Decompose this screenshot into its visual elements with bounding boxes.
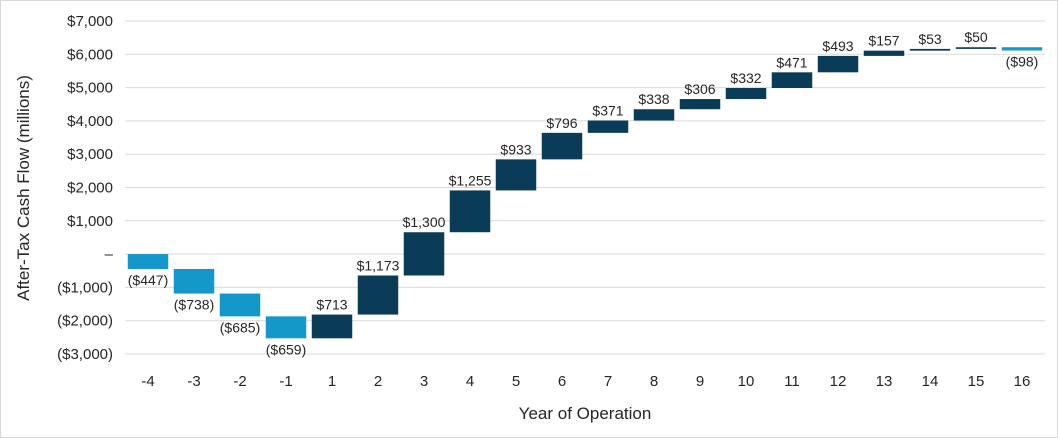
waterfall-bar (173, 268, 215, 294)
data-label: $371 (592, 103, 623, 119)
y-axis-title: After-Tax Cash Flow (millions) (14, 75, 33, 301)
data-label: ($447) (128, 272, 168, 288)
x-tick-label: 11 (784, 373, 800, 390)
x-tick-label: 3 (420, 373, 428, 390)
x-tick-label: -3 (187, 373, 200, 390)
y-tick-label: ($2,000) (57, 313, 113, 330)
data-label: ($685) (220, 319, 260, 335)
x-axis-title: Year of Operation (519, 404, 652, 423)
waterfall-bar (403, 232, 445, 276)
x-tick-label: 2 (374, 373, 382, 390)
data-label: ($738) (174, 297, 214, 313)
data-label: $50 (964, 29, 988, 45)
data-label: $332 (730, 70, 761, 86)
waterfall-bar (311, 314, 353, 339)
y-tick-label: $2,000 (67, 180, 113, 197)
y-tick-label: – (105, 246, 114, 263)
x-tick-label: 4 (466, 373, 474, 390)
x-tick-label: 5 (512, 373, 520, 390)
waterfall-bar (633, 109, 675, 121)
waterfall-bar (357, 275, 399, 315)
data-label: $1,255 (449, 172, 492, 188)
waterfall-bar (265, 316, 307, 339)
data-label: $933 (500, 141, 531, 157)
waterfall-bar (449, 190, 491, 233)
waterfall-bar (771, 72, 813, 88)
x-tick-label: 1 (328, 373, 336, 390)
x-tick-label: -1 (279, 373, 292, 390)
gridlines (125, 20, 1045, 355)
waterfall-bar (219, 293, 261, 317)
y-tick-label: $3,000 (67, 146, 113, 163)
waterfall-bar (1001, 47, 1043, 51)
data-label: $1,300 (403, 214, 446, 230)
x-tick-label: 15 (968, 373, 985, 390)
x-tick-label: 14 (922, 373, 939, 390)
data-label: ($659) (266, 341, 306, 357)
waterfall-bar (587, 120, 629, 133)
y-tick-label: $5,000 (67, 80, 113, 97)
data-label: $1,173 (357, 258, 400, 274)
x-tick-label: 10 (738, 373, 755, 390)
x-tick-label: 12 (830, 373, 847, 390)
x-axis-ticks: -4 -3 -2 -1 1 2 3 4 5 6 7 8 9 10 11 12 13 14 15 16 (141, 373, 1030, 390)
x-tick-label: 13 (876, 373, 893, 390)
waterfall-bar (955, 47, 997, 49)
y-tick-label: $7,000 (67, 13, 113, 30)
waterfall-bar (725, 87, 767, 100)
x-tick-label: 8 (650, 373, 658, 390)
x-tick-label: -2 (233, 373, 246, 390)
y-tick-label: $1,000 (67, 213, 113, 230)
data-label: $306 (684, 81, 715, 97)
x-tick-label: 7 (604, 373, 612, 390)
data-label: $53 (918, 31, 942, 47)
data-label: $796 (546, 115, 577, 131)
data-label: $493 (822, 38, 853, 54)
waterfall-bar (495, 159, 537, 191)
y-tick-label: $6,000 (67, 46, 113, 63)
data-label: $157 (868, 33, 899, 49)
y-tick-label: $4,000 (67, 113, 113, 130)
data-label: $713 (316, 297, 347, 313)
y-tick-label: ($1,000) (57, 279, 113, 296)
data-label: ($98) (1006, 54, 1039, 70)
y-axis-ticks: $7,000 $6,000 $5,000 $4,000 $3,000 $2,000 $1,0… (57, 13, 114, 363)
waterfall-bar (127, 254, 169, 269)
x-tick-label: -4 (141, 373, 154, 390)
waterfall-bar (863, 50, 905, 56)
waterfall-bar (817, 55, 859, 73)
x-tick-label: 16 (1014, 373, 1031, 390)
waterfall-bar (541, 132, 583, 160)
data-labels: ($447) ($738) ($685) ($659) $713 $1,173 $1,300… (128, 29, 1039, 357)
x-tick-label: 9 (696, 373, 704, 390)
data-label: $338 (638, 91, 669, 107)
data-label: $471 (776, 54, 807, 70)
y-tick-label: ($3,000) (57, 346, 113, 363)
x-tick-label: 6 (558, 373, 566, 390)
waterfall-bar (909, 48, 951, 51)
waterfall-bar (679, 99, 721, 110)
bars (127, 47, 1043, 339)
